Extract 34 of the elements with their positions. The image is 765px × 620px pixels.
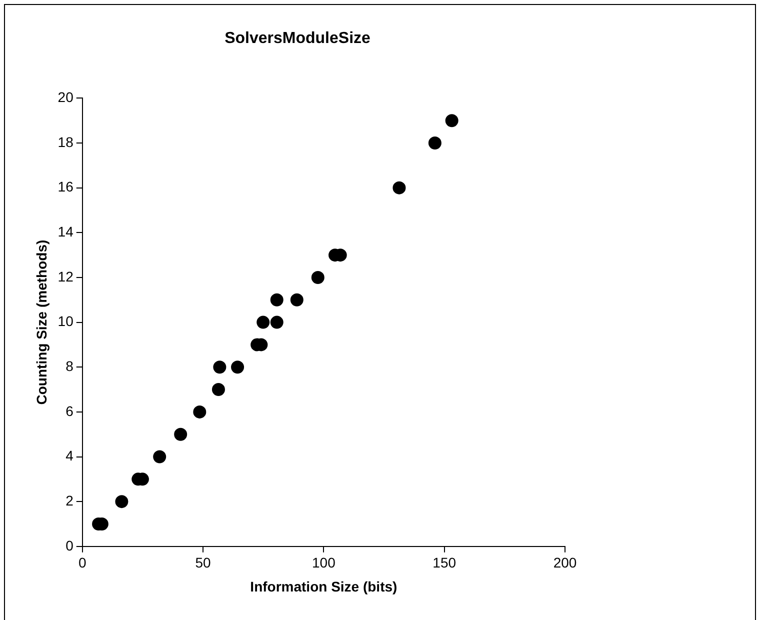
point: [115, 495, 128, 508]
point: [193, 405, 206, 418]
y-tick-label: 10: [58, 313, 74, 330]
x-tick-label: 100: [312, 554, 336, 571]
y-tick-label: 20: [58, 89, 74, 106]
point: [270, 293, 284, 306]
y-tick-label: 8: [66, 358, 74, 374]
chart-title: SolversModuleSize: [224, 30, 371, 48]
x-tick-label: 150: [432, 554, 456, 571]
point: [445, 114, 458, 128]
x-tick-label: 0: [78, 554, 86, 571]
y-tick-label: 16: [58, 178, 74, 195]
point: [213, 360, 226, 374]
y-tick-label: 4: [66, 448, 74, 464]
point: [311, 270, 324, 284]
y-tick-label: 14: [58, 224, 74, 240]
point: [256, 316, 270, 329]
point: [392, 181, 406, 194]
x-tick-label: 50: [195, 554, 212, 571]
y-tick-label: 2: [66, 492, 74, 508]
point: [428, 136, 442, 150]
point: [212, 383, 225, 396]
y-tick-label: 18: [58, 134, 74, 150]
x-tick-label: 200: [553, 554, 577, 571]
x-axis-title: Information Size (bits): [250, 578, 398, 594]
point: [174, 428, 188, 441]
y-tick-label: 0: [66, 537, 74, 554]
point: [231, 360, 244, 374]
y-tick-label: 6: [66, 402, 74, 419]
point: [153, 450, 166, 464]
y-tick-label: 12: [58, 268, 74, 284]
point: [270, 316, 284, 329]
point: [290, 293, 304, 306]
y-axis-title: Counting Size (methods): [33, 240, 50, 405]
